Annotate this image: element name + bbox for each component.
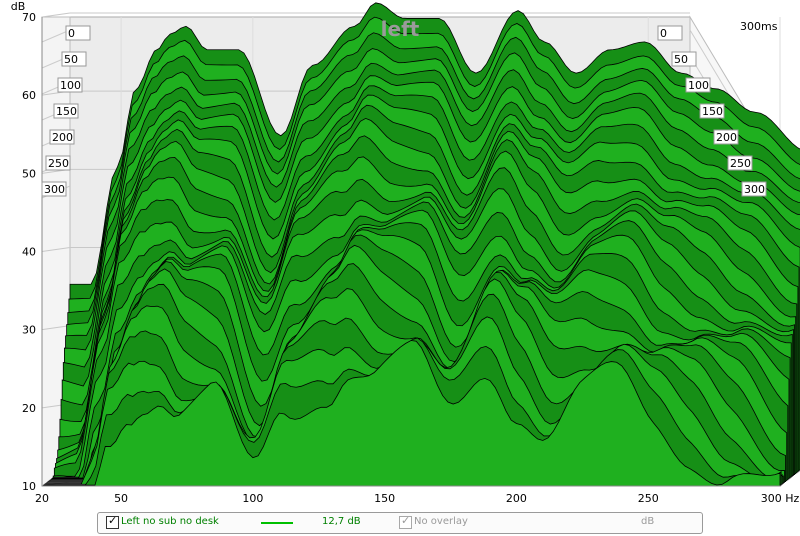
time-tick-right: 0 [660, 27, 667, 40]
overlay-unit: dB [641, 516, 655, 527]
x-tick-label: 200 [506, 492, 527, 505]
y-tick-label: 60 [22, 89, 36, 102]
time-tick-right: 300 [744, 183, 765, 196]
time-tick-right: 50 [674, 53, 688, 66]
time-label-box [671, 51, 697, 67]
grid-line [41, 325, 71, 331]
y-tick-label: 50 [22, 167, 36, 180]
series-value: 12,7 dB [322, 516, 361, 527]
time-tick-right: 100 [688, 79, 709, 92]
time-label-box [713, 129, 739, 145]
time-label-box [57, 77, 83, 93]
y-tick-label: 30 [22, 324, 36, 337]
checkmark-icon: ✓ [108, 514, 118, 527]
series-label: Left no sub no desk [121, 516, 219, 527]
time-label-box [61, 51, 87, 67]
grid-line [41, 247, 71, 252]
time-label-box [41, 181, 67, 197]
waterfall-slices [42, 2, 800, 487]
time-tick-right: 250 [730, 157, 751, 170]
y-tick-label: 70 [22, 11, 36, 24]
checkmark-icon: ✓ [401, 514, 411, 527]
time-label-box [685, 77, 711, 93]
series-checkbox[interactable]: ✓ [106, 514, 119, 529]
x-tick-label: 20 [35, 492, 49, 505]
time-label-box [657, 25, 683, 41]
grid-line [41, 29, 71, 43]
time-label-box [741, 181, 767, 197]
legend-bar: ✓ Left no sub no desk 12,7 dB ✓ No overl… [97, 512, 703, 534]
grid-line [41, 12, 71, 18]
time-label-box [45, 155, 71, 171]
overlay-checkbox[interactable]: ✓ [399, 514, 412, 529]
time-label-box [53, 103, 79, 119]
y-tick-label: 10 [22, 480, 36, 493]
time-tick-left: 250 [48, 157, 69, 170]
time-tick-left: 50 [64, 53, 78, 66]
time-tick-left: 0 [68, 27, 75, 40]
x-tick-label: 100 [242, 492, 263, 505]
time-tick-left: 150 [56, 105, 77, 118]
y-tick-label: 20 [22, 402, 36, 415]
time-label-box [49, 129, 75, 145]
time-label-box [65, 25, 91, 41]
y-axis-label: dB [11, 0, 26, 13]
x-tick-label: 50 [114, 492, 128, 505]
time-tick-right: 150 [702, 105, 723, 118]
time-tick-left: 200 [52, 131, 73, 144]
x-tick-label: 250 [638, 492, 659, 505]
chart-title: left [381, 17, 420, 41]
time-label-box [727, 155, 753, 171]
waterfall-slice [42, 340, 781, 487]
time-tick-right: 200 [716, 131, 737, 144]
overlay-label: No overlay [414, 516, 468, 527]
x-tick-label: 150 [374, 492, 395, 505]
time-corner-label: 300ms [740, 20, 778, 33]
time-tick-left: 300 [44, 183, 65, 196]
time-tick-left: 100 [60, 79, 81, 92]
time-label-box [699, 103, 725, 119]
y-tick-label: 40 [22, 246, 36, 259]
x-tick-label: 300 Hz [761, 492, 800, 505]
series-color-line [261, 522, 293, 524]
